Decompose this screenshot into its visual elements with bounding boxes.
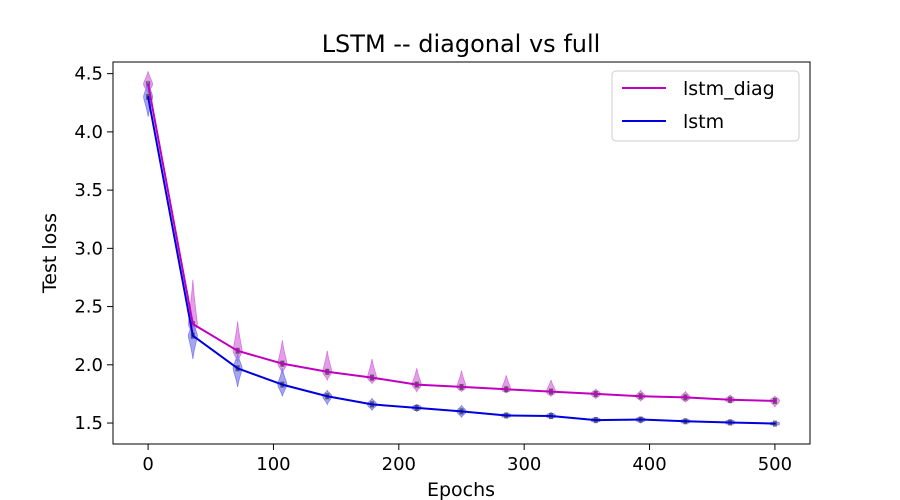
- x-tick-label: 500: [758, 454, 792, 475]
- x-tick-label: 400: [632, 454, 666, 475]
- data-point-lstm: [505, 414, 508, 417]
- y-axis-label: Test loss: [39, 213, 61, 294]
- legend: lstm_diag lstm: [611, 70, 800, 142]
- data-point-lstm: [370, 403, 373, 406]
- data-point-lstm: [191, 334, 194, 337]
- legend-label-lstm-diag: lstm_diag: [683, 78, 775, 100]
- data-point-lstm-diag: [550, 390, 553, 393]
- data-point-lstm: [460, 410, 463, 413]
- x-tick-label: 200: [382, 454, 416, 475]
- data-point-lstm-diag: [594, 392, 597, 395]
- data-point-lstm-diag: [684, 396, 687, 399]
- data-point-lstm-diag: [505, 388, 508, 391]
- violin-lstm-diag: [277, 340, 288, 375]
- y-tick-label: 3.5: [74, 180, 103, 201]
- data-point-lstm-diag: [729, 398, 732, 401]
- data-point-lstm: [729, 421, 732, 424]
- y-tick-label: 2.0: [74, 355, 103, 376]
- x-tick-label: 100: [256, 454, 290, 475]
- data-point-lstm: [773, 422, 776, 425]
- data-point-lstm: [415, 406, 418, 409]
- violin-lstm: [187, 320, 198, 360]
- y-tick-label: 3.0: [74, 238, 103, 259]
- series-lines-layer: [147, 83, 776, 425]
- data-point-lstm: [281, 383, 284, 386]
- data-point-lstm-diag: [147, 83, 150, 86]
- data-point-lstm: [684, 420, 687, 423]
- data-point-lstm: [594, 419, 597, 422]
- data-point-lstm-diag: [460, 385, 463, 388]
- y-tick-label: 1.5: [74, 413, 103, 434]
- data-point-lstm-diag: [281, 362, 284, 365]
- chart-title: LSTM -- diagonal vs full: [322, 30, 601, 58]
- data-point-lstm: [147, 95, 150, 98]
- data-point-lstm-diag: [415, 383, 418, 386]
- violin-lstm-diag: [322, 350, 333, 382]
- data-point-lstm-diag: [639, 395, 642, 398]
- x-axis: 0 100 200 300 400 500: [142, 444, 792, 475]
- data-point-lstm: [236, 367, 239, 370]
- data-point-lstm: [639, 418, 642, 421]
- data-point-lstm-diag: [370, 376, 373, 379]
- legend-label-lstm: lstm: [683, 111, 724, 133]
- x-axis-label: Epochs: [427, 479, 495, 500]
- data-point-lstm-diag: [236, 349, 239, 352]
- x-tick-label: 0: [142, 454, 153, 475]
- plot-frame: [112, 61, 811, 445]
- y-tick-label: 4.5: [74, 64, 103, 85]
- y-tick-label: 4.0: [74, 122, 103, 143]
- data-point-lstm: [550, 415, 553, 418]
- data-point-lstm-diag: [773, 399, 776, 402]
- y-axis: 1.5 2.0 2.5 3.0 3.5 4.0 4.5: [74, 64, 113, 434]
- y-tick-label: 2.5: [74, 297, 103, 318]
- violin-lstm-diag: [411, 368, 422, 393]
- x-tick-label: 300: [507, 454, 541, 475]
- data-point-lstm-diag: [191, 323, 194, 326]
- data-point-lstm-diag: [326, 370, 329, 373]
- data-point-lstm: [326, 395, 329, 398]
